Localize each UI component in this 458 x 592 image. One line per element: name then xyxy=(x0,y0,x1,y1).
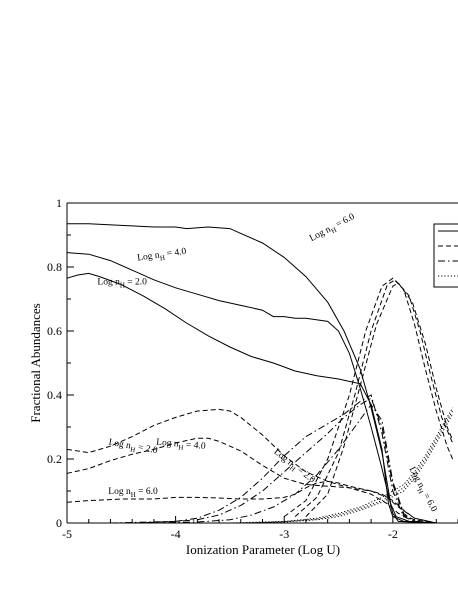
curve-label-sub: H xyxy=(159,254,165,263)
series-line-dashdot xyxy=(153,403,437,524)
curve-label-text: Log n xyxy=(156,438,179,450)
series-line-dashed xyxy=(66,480,437,524)
series-line-solid xyxy=(66,252,437,524)
series-line-dashed xyxy=(305,282,454,517)
x-tick-label: -3 xyxy=(279,527,289,541)
legend-box xyxy=(433,223,458,288)
ticks xyxy=(66,202,458,524)
series-line-solid xyxy=(67,223,437,524)
curve-label: Log nH = 2.0 xyxy=(107,438,158,458)
curve-label: Log nH = 4.0 xyxy=(137,247,188,266)
y-tick-label: 0 xyxy=(56,516,62,530)
y-tick-label: 0.4 xyxy=(47,388,62,402)
curve-label-value: = 4.0 xyxy=(164,247,187,260)
series-group xyxy=(66,223,454,524)
curve-label-sub: H xyxy=(131,491,136,499)
curve-label-sub: H xyxy=(130,446,136,455)
series-line-solid xyxy=(66,272,437,524)
series-line-dashed xyxy=(283,277,454,518)
curve-label-sub: H xyxy=(330,226,338,235)
x-axis-title: Ionization Parameter (Log U) xyxy=(186,542,340,557)
curve-label: Log nH = 6.0 xyxy=(308,212,358,246)
curve-label: Log nH = 4.0 xyxy=(156,438,207,454)
tick-labels: -5 -4 -3 -2 0 0.2 0.4 0.6 0.8 1 xyxy=(47,196,398,541)
y-tick-label: 0.6 xyxy=(47,324,62,338)
y-tick-label: 0.2 xyxy=(47,452,62,466)
curve-label-sub: H xyxy=(178,444,184,452)
curve-label-text: Log n xyxy=(108,487,131,497)
series-line-dotted xyxy=(240,410,454,524)
y-tick-label: 1 xyxy=(56,196,62,210)
series-line-dashed xyxy=(66,437,437,524)
series-line-dashed xyxy=(66,408,437,524)
curve-label-value: = 4.0 xyxy=(183,440,206,452)
curve-label-value: = 6.0 xyxy=(136,487,158,497)
curve-label-value: = 6.0 xyxy=(419,490,438,514)
y-tick-label: 0.8 xyxy=(47,260,62,274)
series-line-dashdot xyxy=(110,397,437,524)
curve-label: Log nH = 2.0 xyxy=(97,278,147,290)
series-line-dashdot xyxy=(88,394,437,524)
y-axis-title: Fractional Abundances xyxy=(28,303,43,423)
series-line-dashed xyxy=(294,279,454,517)
curve-label-sub: H xyxy=(120,282,125,290)
curve-label-text: Log n xyxy=(97,278,120,288)
curve-label-value: = 2.0 xyxy=(293,464,317,486)
plot-axes xyxy=(66,202,458,524)
curve-label-text: Log n xyxy=(108,438,132,452)
series-line-dotted xyxy=(229,407,454,524)
curve-label-value: = 6.0 xyxy=(332,212,356,231)
x-tick-label: -4 xyxy=(171,527,181,541)
curve-label-sub: H xyxy=(288,464,297,473)
curve-label: Log nH = 6.0 xyxy=(108,487,158,499)
curve-label-value: = 2.0 xyxy=(135,442,159,456)
curve-label-text: Log n xyxy=(137,251,161,264)
curve-label-value: = 2.0 xyxy=(125,278,147,288)
legend-frame xyxy=(433,223,458,288)
curve-label: Log nH = 6.0 xyxy=(405,465,439,515)
curve-label-sub: H xyxy=(415,487,424,495)
x-tick-label: -5 xyxy=(62,527,72,541)
x-tick-label: -2 xyxy=(388,527,398,541)
